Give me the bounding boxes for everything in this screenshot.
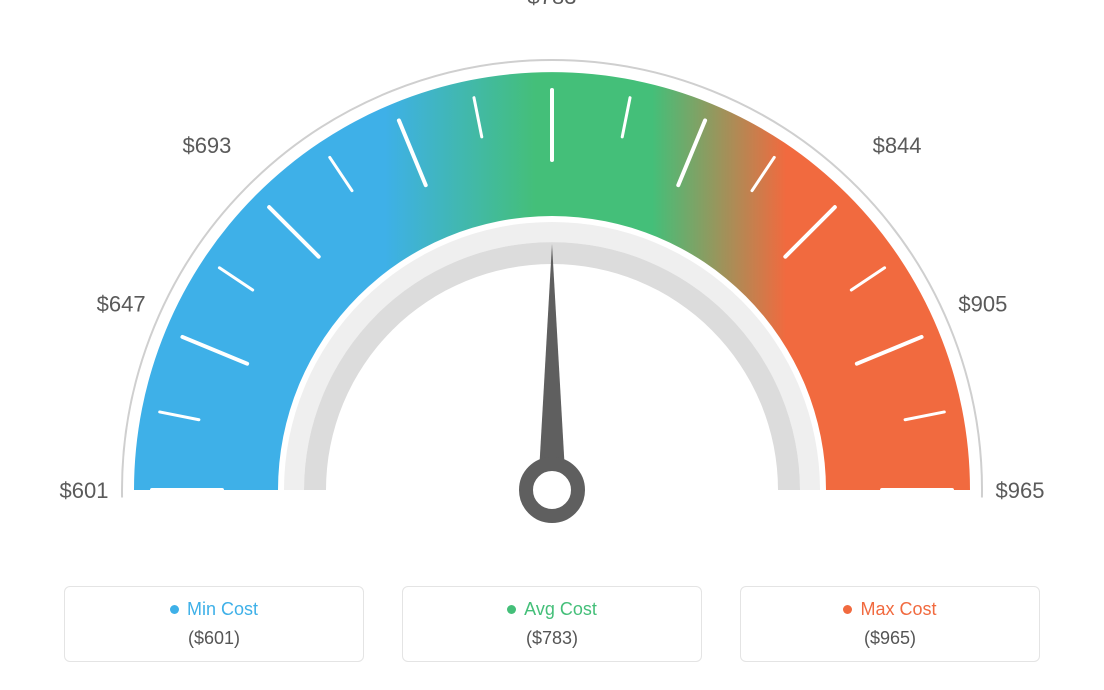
legend-avg-value: ($783)	[526, 628, 578, 649]
legend-max-label: Max Cost	[860, 599, 936, 620]
legend-avg-dot	[507, 605, 516, 614]
legend-min-value: ($601)	[188, 628, 240, 649]
gauge-tick-label: $693	[182, 133, 231, 158]
gauge-tick-label: $905	[958, 291, 1007, 316]
cost-gauge: $601 $647 $693 $783 $844 $905 $965	[0, 0, 1104, 560]
legend-avg-card: Avg Cost ($783)	[402, 586, 702, 662]
legend-max-card: Max Cost ($965)	[740, 586, 1040, 662]
legend-max-dot	[843, 605, 852, 614]
gauge-tick-label: $965	[996, 478, 1045, 503]
legend-min-label: Min Cost	[187, 599, 258, 620]
gauge-tick-label: $844	[873, 133, 922, 158]
legend-min-dot	[170, 605, 179, 614]
legend-avg-label: Avg Cost	[524, 599, 597, 620]
gauge-tick-label: $783	[528, 0, 577, 9]
gauge-tick-label: $601	[60, 478, 109, 503]
legend-row: Min Cost ($601) Avg Cost ($783) Max Cost…	[0, 586, 1104, 662]
legend-min-card: Min Cost ($601)	[64, 586, 364, 662]
legend-max-value: ($965)	[864, 628, 916, 649]
gauge-tick-label: $647	[97, 291, 146, 316]
